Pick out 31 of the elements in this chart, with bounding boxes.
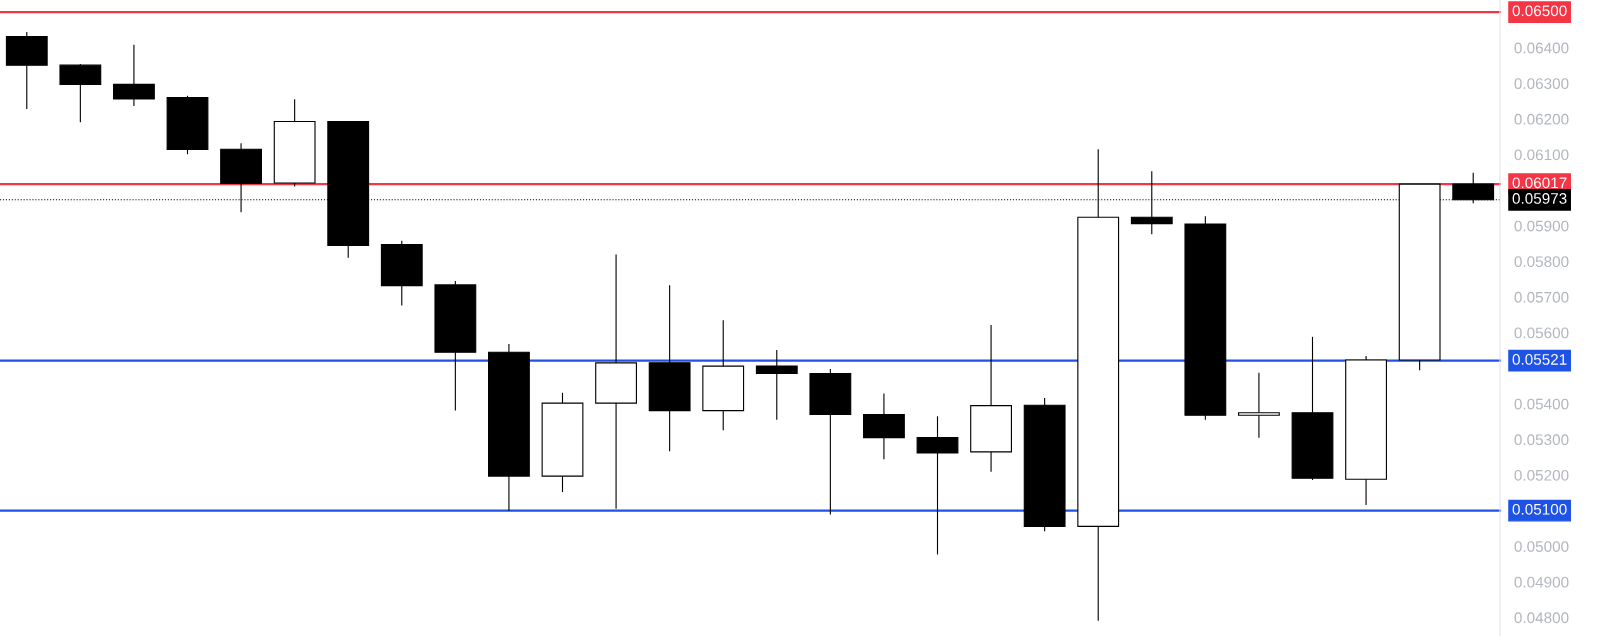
y-tick-label: 0.05400: [1514, 398, 1569, 410]
candlestick: [59, 64, 102, 123]
y-tick-label: 0.05200: [1514, 469, 1569, 481]
y-tick-label: 0.04800: [1514, 612, 1569, 624]
y-tick-label: 0.05800: [1514, 256, 1569, 268]
candlestick: [1345, 355, 1387, 506]
y-tick-label: 0.06400: [1514, 42, 1569, 54]
y-tick-label: 0.05300: [1514, 434, 1569, 446]
y-tick-label: 0.05700: [1514, 291, 1569, 303]
ref-line-label: 0.05973: [1512, 193, 1567, 204]
candlestick: [488, 343, 530, 512]
candlestick: [595, 254, 637, 510]
candlestick: [863, 392, 905, 460]
ref-line-label: 0.06017: [1512, 177, 1567, 189]
y-tick-label: 0.04900: [1514, 576, 1569, 588]
candlestick: [916, 415, 959, 556]
ref-line-label: 0.06500: [1512, 5, 1567, 17]
y-tick-label: 0.05600: [1514, 327, 1569, 339]
y-tick-label: 0.06100: [1514, 149, 1569, 161]
candlestick: [648, 284, 691, 452]
candlestick: [702, 319, 745, 431]
candlestick: [970, 324, 1012, 473]
candlestick: [220, 142, 262, 213]
y-tick-label: 0.06300: [1514, 78, 1569, 90]
ref-line-label: 0.05100: [1512, 503, 1567, 515]
candlestick: [113, 44, 155, 107]
y-tick-label: 0.05900: [1514, 220, 1569, 232]
y-tick-label: 0.06200: [1514, 113, 1569, 125]
y-tick-label: 0.05000: [1514, 541, 1569, 552]
candlestick: [1238, 372, 1280, 439]
ref-line-label: 0.05521: [1512, 354, 1567, 365]
